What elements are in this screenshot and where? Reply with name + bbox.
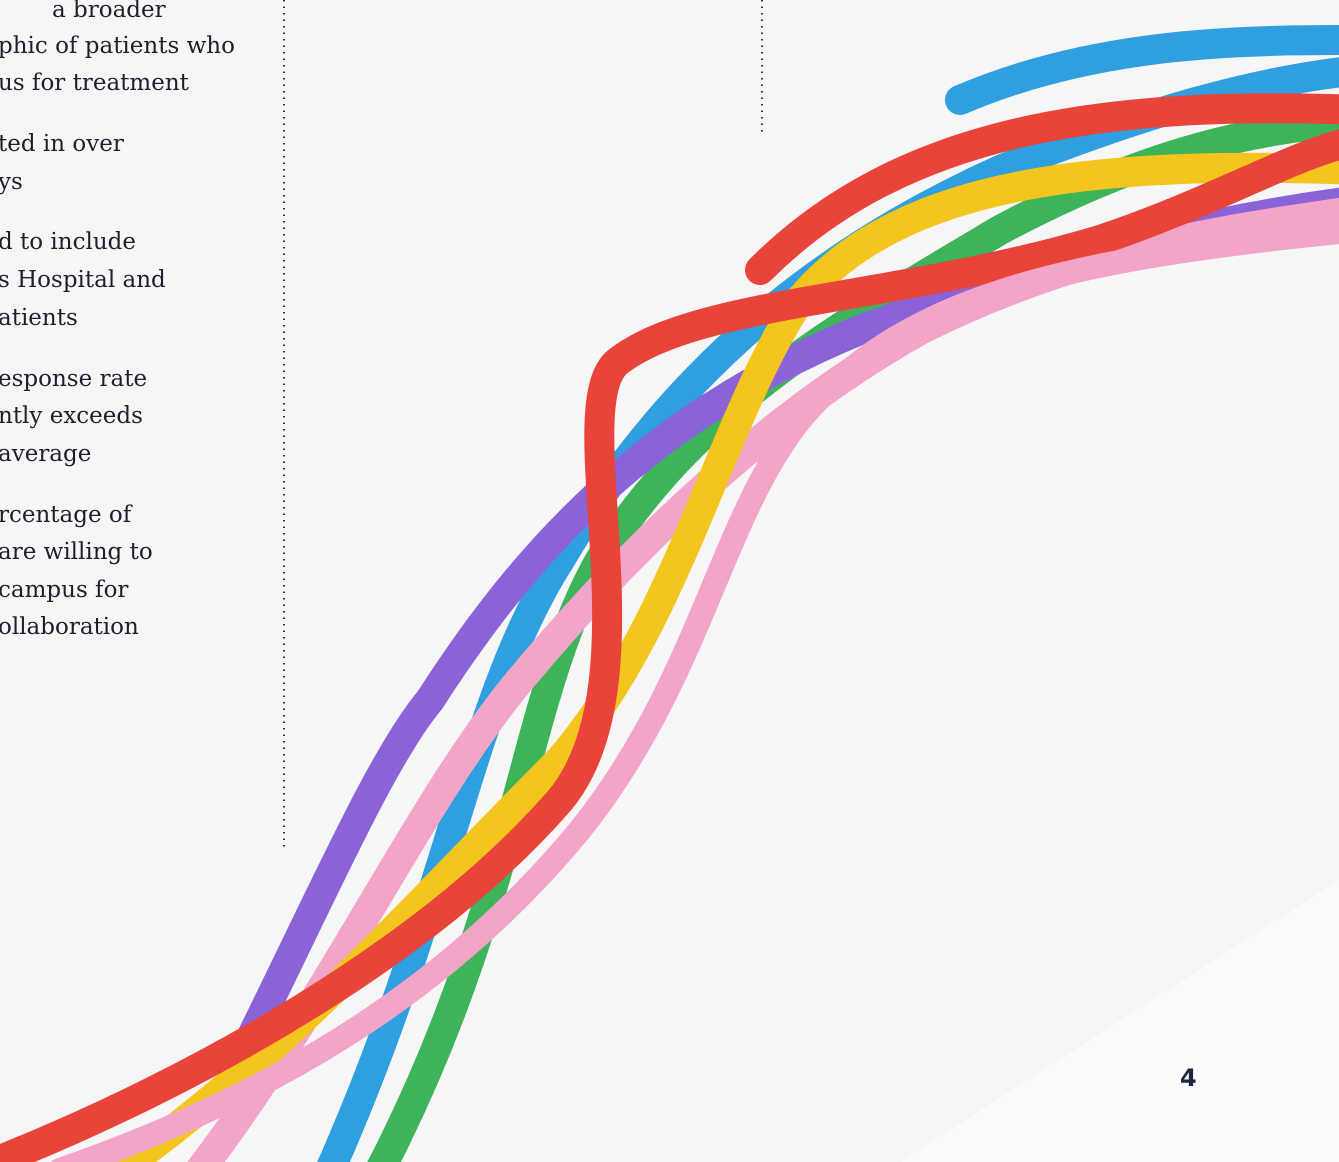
text-line: average — [0, 441, 92, 467]
text-line: a broader — [52, 0, 166, 23]
text-line: esponse rate — [0, 366, 148, 392]
text-line: phic of patients who — [0, 33, 235, 59]
background-shape — [900, 880, 1339, 1162]
text-line: d to include — [0, 229, 136, 255]
cables — [0, 25, 1339, 1162]
text-line: s Hospital and — [0, 267, 166, 293]
text-line: ted in over — [0, 131, 124, 157]
text-line: campus for — [0, 577, 129, 603]
text-line: atients — [0, 305, 78, 331]
text-line: are willing to — [0, 539, 153, 565]
text-line: ollaboration — [0, 614, 139, 640]
text-line: rcentage of — [0, 502, 132, 528]
text-line: ys — [0, 169, 23, 195]
page-number: 4 — [1180, 1064, 1197, 1092]
text-line: us for treatment — [0, 70, 189, 96]
text-line: ntly exceeds — [0, 403, 143, 429]
